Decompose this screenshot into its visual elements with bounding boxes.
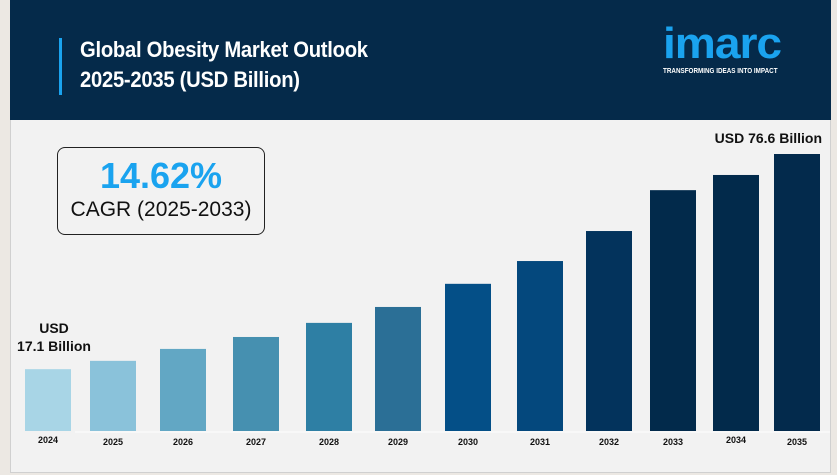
x-tick-label: 2026: [173, 437, 193, 447]
bar-2028: [306, 322, 352, 431]
header-banner: [10, 0, 831, 120]
bar-2029: [375, 306, 421, 431]
bar-2024: [25, 369, 71, 431]
last-value-label: USD 76.6 Billion: [715, 130, 822, 146]
page-title: Global Obesity Market Outlook 2025-2035 …: [80, 35, 368, 95]
title-accent-bar: [59, 38, 62, 95]
cagr-box: 14.62% CAGR (2025-2033): [57, 147, 265, 235]
x-tick-label: 2033: [663, 437, 683, 447]
title-line-1: Global Obesity Market Outlook: [80, 37, 368, 62]
x-tick-label: 2032: [599, 437, 619, 447]
logo-wordmark: imarc: [663, 19, 782, 68]
bar-2033: [650, 190, 696, 431]
x-tick-label: 2034: [726, 435, 746, 445]
bar-2027: [233, 336, 279, 431]
logo-tagline: TRANSFORMING IDEAS INTO IMPACT: [663, 68, 778, 75]
x-tick-label: 2027: [246, 437, 266, 447]
x-tick-label: 2029: [388, 437, 408, 447]
x-tick-label: 2035: [787, 437, 807, 447]
bar-2034: [713, 174, 759, 432]
x-tick-label: 2028: [319, 437, 339, 447]
bar-2031: [517, 261, 563, 431]
x-tick-label: 2025: [103, 437, 123, 447]
bar-2035: [774, 154, 820, 431]
x-tick-label: 2031: [530, 437, 550, 447]
title-line-2: 2025-2035 (USD Billion): [80, 67, 300, 92]
bar-2030: [445, 283, 491, 431]
x-tick-label: 2030: [458, 437, 478, 447]
cagr-value: 14.62%: [99, 155, 223, 196]
first-value-label-line2: 17.1 Billion: [17, 338, 91, 354]
bar-2032: [586, 231, 632, 431]
imarc-logo: imarc TRANSFORMING IDEAS INTO IMPACT: [663, 22, 803, 76]
first-value-label-line1: USD: [39, 320, 69, 336]
x-tick-label: 2024: [38, 435, 58, 445]
bar-2025: [90, 360, 136, 431]
bar-2026: [160, 348, 206, 431]
cagr-label: CAGR (2025-2033): [70, 198, 252, 221]
